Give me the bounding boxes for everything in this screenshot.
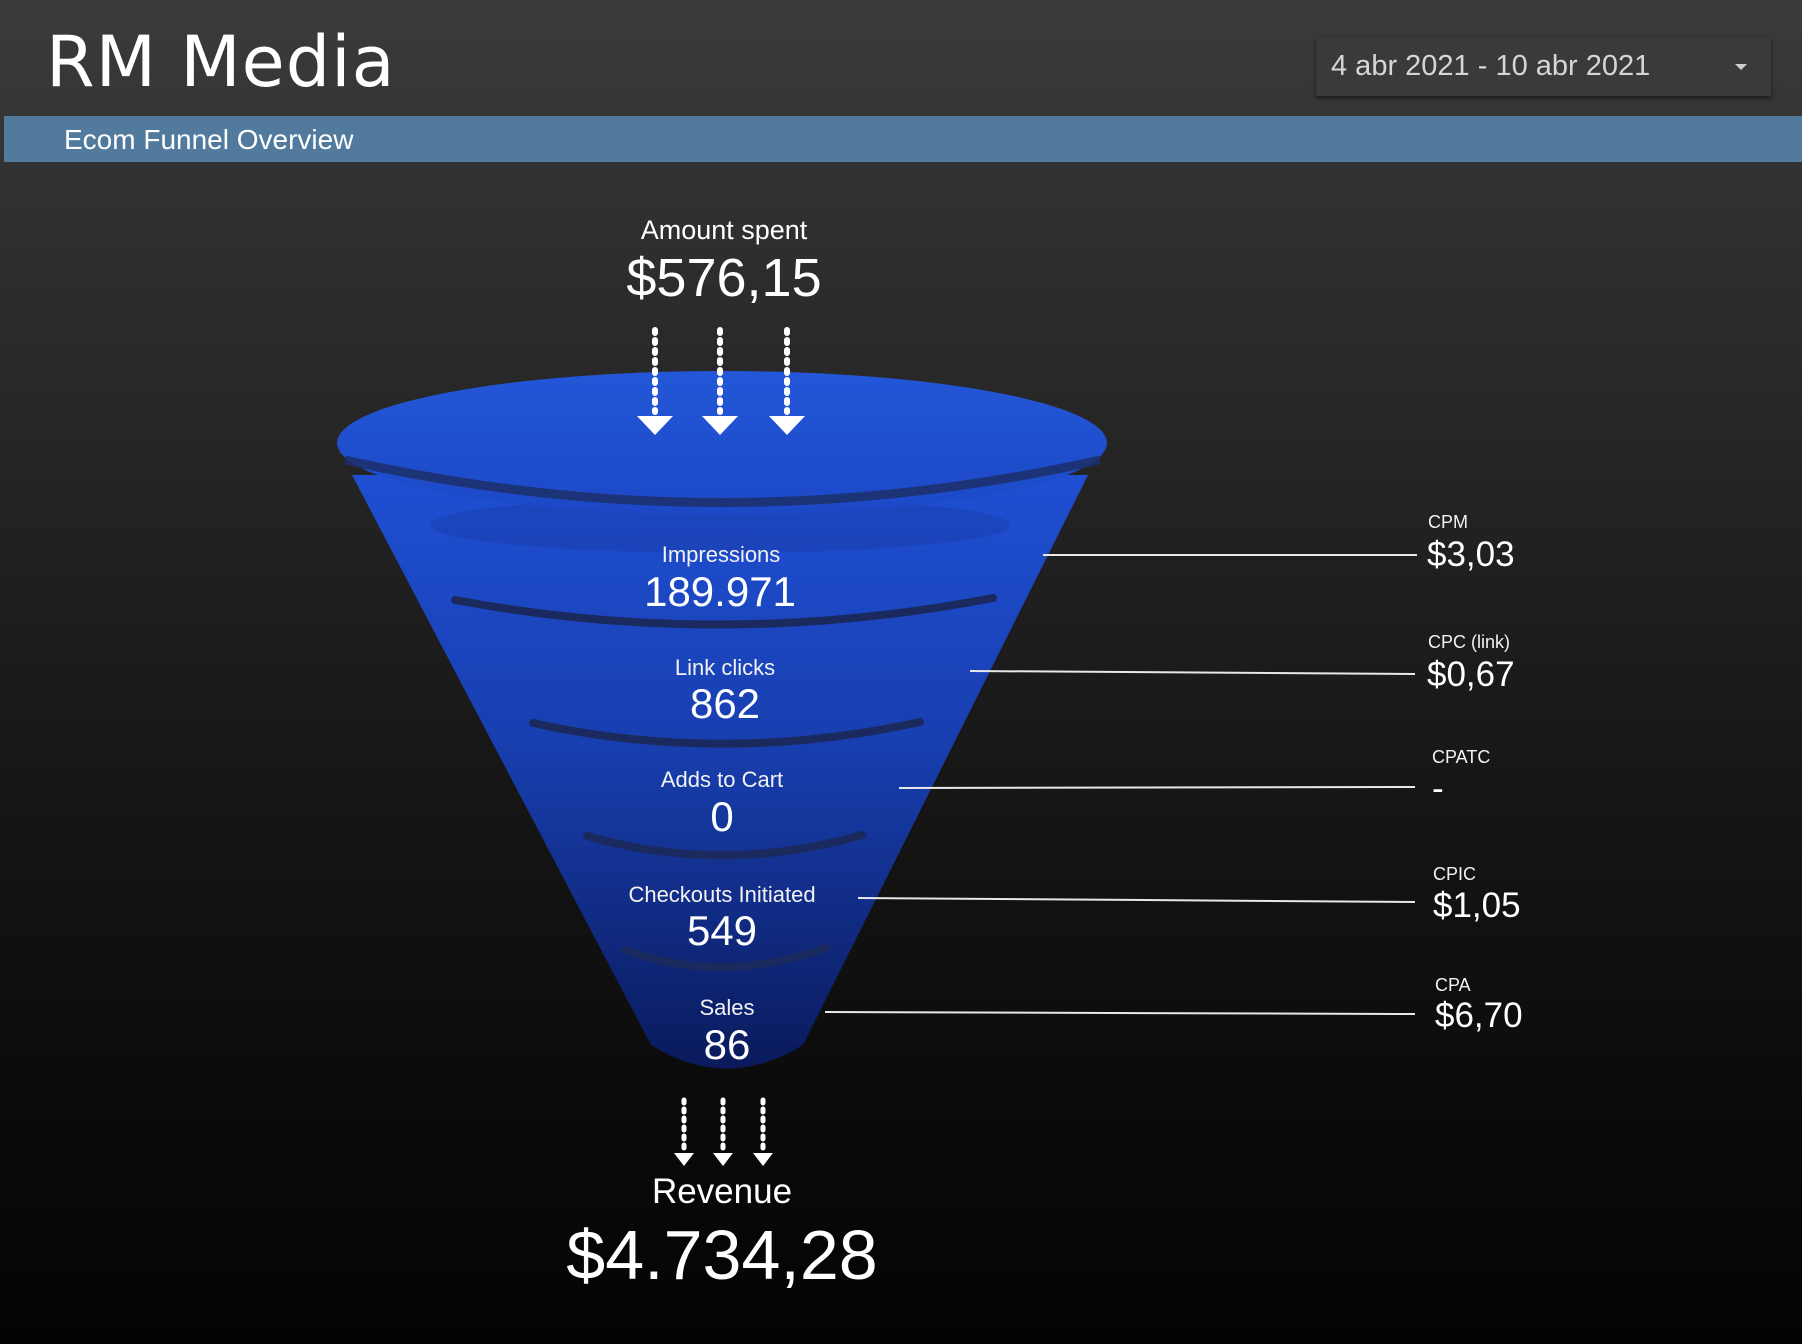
- separator-2: [529, 718, 924, 748]
- revenue-label: Revenue: [651, 1172, 793, 1211]
- metric-cpa-label: CPA: [1435, 975, 1471, 995]
- stage-link-clicks-value: 862: [689, 680, 761, 727]
- date-range-value: 4 abr 2021 - 10 abr 2021: [1331, 50, 1651, 82]
- stage-impressions-label: Impressions: [661, 542, 781, 567]
- connector-cpatc: [898, 786, 1416, 789]
- app-title: RM Media: [46, 21, 396, 103]
- metric-cpatc-label: CPATC: [1432, 747, 1491, 767]
- separator-1: [451, 594, 997, 629]
- section-title: Ecom Funnel Overview: [64, 124, 354, 155]
- spend-value: $576,15: [626, 248, 822, 308]
- chevron-down-icon[interactable]: [1735, 64, 1747, 70]
- metric-connectors: [824, 554, 1417, 1015]
- revenue-value: $4.734,28: [566, 1216, 878, 1294]
- metric-cpic-value: $1,05: [1433, 886, 1521, 925]
- metric-cpm-value: $3,03: [1427, 535, 1515, 574]
- section-header-bar: Ecom Funnel Overview: [4, 116, 1802, 162]
- metric-cpc-label: CPC (link): [1428, 632, 1511, 652]
- stage-adds-to-cart-value: 0: [710, 793, 734, 840]
- connector-cpc: [969, 670, 1416, 675]
- funnel-rim-shadow: [344, 455, 1101, 507]
- header: RM Media 4 abr 2021 - 10 abr 2021: [0, 0, 1802, 116]
- date-range-picker[interactable]: 4 abr 2021 - 10 abr 2021: [1316, 37, 1771, 96]
- connector-cpic: [857, 897, 1416, 903]
- separator-3: [583, 831, 866, 860]
- connector-cpa: [824, 1011, 1416, 1015]
- stage-sales-value: 86: [703, 1021, 751, 1068]
- stage-sales-label: Sales: [699, 995, 755, 1020]
- stage-adds-to-cart-label: Adds to Cart: [660, 767, 784, 792]
- separator-4: [621, 944, 830, 971]
- spend-label: Amount spent: [640, 215, 808, 245]
- funnel-rim: [337, 371, 1107, 515]
- stage-checkouts-value: 549: [686, 907, 758, 954]
- metric-cpc-value: $0,67: [1427, 655, 1515, 694]
- metric-cpm-label: CPM: [1428, 512, 1468, 532]
- stage-checkouts-label: Checkouts Initiated: [628, 882, 816, 907]
- revenue-arrows: [674, 1097, 773, 1166]
- metric-cpic-label: CPIC: [1433, 864, 1477, 884]
- metric-cpa-value: $6,70: [1435, 996, 1523, 1035]
- funnel-inner-shade: [430, 497, 1010, 553]
- metric-cpatc-value: -: [1432, 769, 1444, 808]
- funnel-body: [352, 475, 1088, 1069]
- stage-impressions-value: 189.971: [644, 568, 796, 615]
- funnel-separators: [451, 594, 997, 971]
- stage-link-clicks-label: Link clicks: [674, 655, 776, 680]
- spend-arrows: [637, 327, 805, 435]
